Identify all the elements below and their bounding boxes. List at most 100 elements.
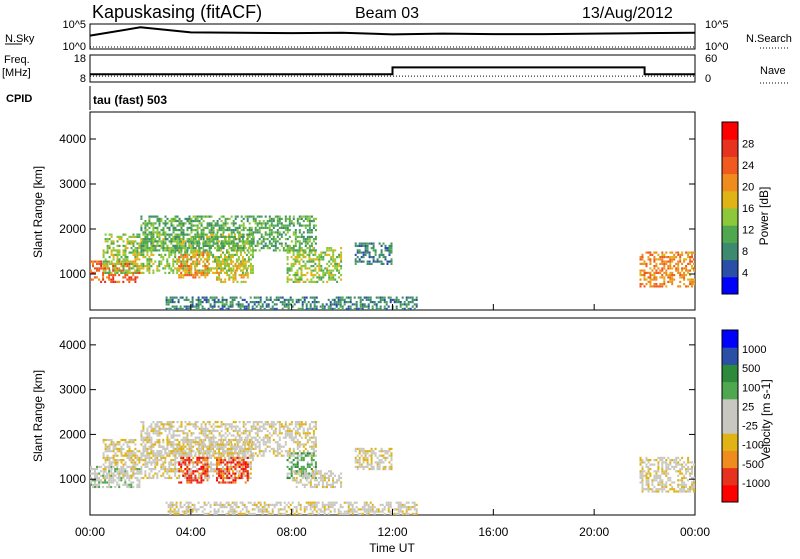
scatter-cell bbox=[230, 258, 232, 260]
scatter-cell bbox=[142, 423, 144, 425]
scatter-cell bbox=[305, 227, 307, 229]
scatter-cell bbox=[693, 281, 695, 283]
scatter-cell bbox=[313, 432, 315, 434]
scatter-cell bbox=[320, 306, 322, 308]
scatter-cell bbox=[659, 256, 661, 258]
scatter-cell bbox=[292, 301, 294, 303]
scatter-cell bbox=[176, 470, 178, 472]
scatter-cell bbox=[398, 301, 400, 303]
scatter-cell bbox=[202, 479, 204, 481]
scatter-cell bbox=[301, 276, 303, 278]
scatter-cell bbox=[224, 265, 226, 267]
scatter-cell bbox=[233, 231, 235, 233]
scatter-cell bbox=[92, 263, 94, 265]
scatter-cell bbox=[144, 443, 146, 445]
scatter-cell bbox=[309, 423, 311, 425]
scatter-cell bbox=[108, 470, 110, 472]
scatter-cell bbox=[172, 272, 174, 274]
freq-right-tick-top: 60 bbox=[705, 53, 717, 65]
scatter-cell bbox=[227, 249, 229, 251]
scatter-cell bbox=[265, 234, 267, 236]
scatter-cell bbox=[173, 225, 175, 227]
scatter-cell bbox=[297, 430, 299, 432]
scatter-cell bbox=[322, 308, 324, 310]
scatter-cell bbox=[184, 468, 186, 470]
scatter-cell bbox=[148, 446, 150, 448]
scatter-cell bbox=[263, 439, 265, 441]
scatter-cell bbox=[365, 459, 367, 461]
scatter-cell bbox=[200, 272, 202, 274]
scatter-cell bbox=[209, 231, 211, 233]
scatter-cell bbox=[239, 430, 241, 432]
scatter-cell bbox=[301, 426, 303, 428]
scatter-cell bbox=[243, 423, 245, 425]
scatter-cell bbox=[373, 247, 375, 249]
scatter-cell bbox=[221, 225, 223, 227]
scatter-cell bbox=[224, 470, 226, 472]
scatter-cell bbox=[169, 432, 171, 434]
cpid-value: tau (fast) 503 bbox=[93, 93, 167, 107]
scatter-cell bbox=[309, 437, 311, 439]
scatter-cell bbox=[221, 446, 223, 448]
scatter-cell bbox=[314, 258, 316, 260]
scatter-cell bbox=[295, 464, 297, 466]
scatter-cell bbox=[150, 477, 152, 479]
scatter-cell bbox=[233, 434, 235, 436]
scatter-cell bbox=[222, 473, 224, 475]
scatter-cell bbox=[318, 473, 320, 475]
scatter-cell bbox=[109, 464, 111, 466]
scatter-cell bbox=[646, 283, 648, 285]
scatter-cell bbox=[412, 306, 414, 308]
scatter-cell bbox=[257, 441, 259, 443]
scatter-cell bbox=[659, 263, 661, 265]
scatter-cell bbox=[197, 231, 199, 233]
scatter-cell bbox=[371, 452, 373, 454]
scatter-cell bbox=[214, 306, 216, 308]
scatter-cell bbox=[251, 229, 253, 231]
scatter-cell bbox=[291, 452, 293, 454]
scatter-cell bbox=[142, 231, 144, 233]
scatter-cell bbox=[293, 263, 295, 265]
scatter-cell bbox=[103, 473, 105, 475]
scatter-cell bbox=[220, 256, 222, 258]
scatter-cell bbox=[165, 222, 167, 224]
scatter-cell bbox=[217, 443, 219, 445]
scatter-cell bbox=[240, 306, 242, 308]
scatter-cell bbox=[332, 308, 334, 310]
scatter-cell bbox=[230, 466, 232, 468]
scatter-cell bbox=[269, 439, 271, 441]
scatter-cell bbox=[289, 252, 291, 254]
scatter-cell bbox=[264, 308, 266, 310]
scatter-cell bbox=[644, 285, 646, 287]
scatter-cell bbox=[375, 261, 377, 263]
scatter-cell bbox=[117, 448, 119, 450]
scatter-cell bbox=[154, 261, 156, 263]
scatter-cell bbox=[361, 261, 363, 263]
scatter-cell bbox=[165, 243, 167, 245]
scatter-cell bbox=[309, 446, 311, 448]
scatter-cell bbox=[144, 256, 146, 258]
scatter-cell bbox=[235, 279, 237, 281]
scatter-cell bbox=[229, 243, 231, 245]
scatter-cell bbox=[259, 229, 261, 231]
scatter-cell bbox=[295, 263, 297, 265]
scatter-cell bbox=[202, 308, 204, 310]
scatter-cell bbox=[168, 263, 170, 265]
scatter-cell bbox=[182, 276, 184, 278]
scatter-cell bbox=[199, 216, 201, 218]
scatter-cell bbox=[655, 285, 657, 287]
scatter-cell bbox=[113, 256, 115, 258]
scatter-cell bbox=[246, 308, 248, 310]
scatter-cell bbox=[233, 240, 235, 242]
scatter-cell bbox=[324, 308, 326, 310]
scatter-cell bbox=[191, 423, 193, 425]
scatter-cell bbox=[210, 297, 212, 299]
scatter-cell bbox=[181, 225, 183, 227]
scatter-cell bbox=[301, 270, 303, 272]
scatter-cell bbox=[117, 270, 119, 272]
scatter-cell bbox=[224, 303, 226, 305]
scatter-cell bbox=[136, 450, 138, 452]
scatter-cell bbox=[328, 249, 330, 251]
scatter-cell bbox=[161, 450, 163, 452]
scatter-cell bbox=[293, 249, 295, 251]
